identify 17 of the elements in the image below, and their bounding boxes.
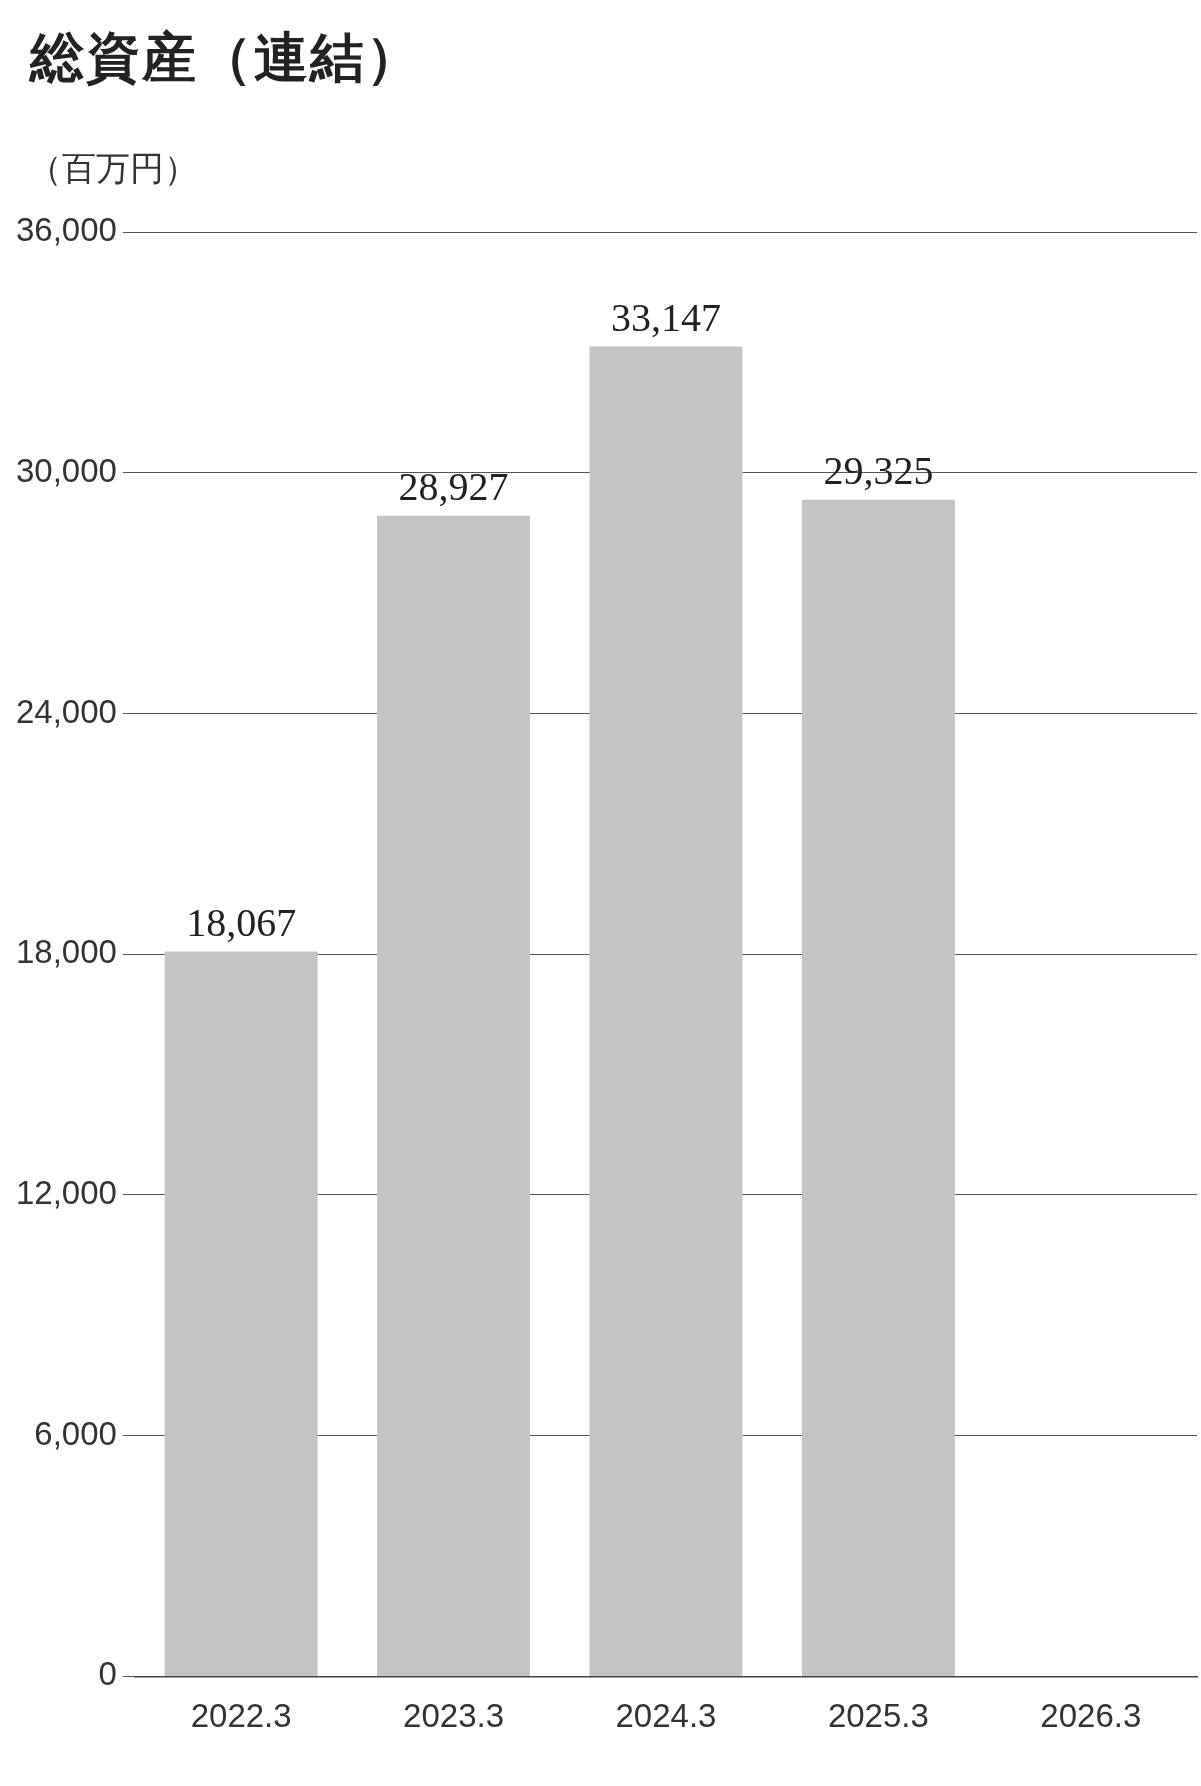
y-axis-title: （百万円） <box>28 149 198 189</box>
y-tick-label: 30,000 <box>16 451 117 489</box>
y-tick-label: 24,000 <box>16 692 117 730</box>
data-label: 28,927 <box>398 464 509 510</box>
x-tick-label: 2026.3 <box>1040 1697 1142 1735</box>
x-tick-label: 2023.3 <box>403 1697 505 1735</box>
x-tick-label: 2024.3 <box>615 1697 717 1735</box>
y-tick-label: 36,000 <box>16 211 117 249</box>
data-label: 33,147 <box>610 294 721 340</box>
x-tick-label: 2025.3 <box>827 1697 929 1735</box>
data-label: 18,067 <box>186 900 297 946</box>
chart-title: 総資産（連結） <box>30 27 422 90</box>
y-tick-label: 0 <box>98 1655 117 1693</box>
y-tick-label: 6,000 <box>34 1414 117 1452</box>
y-tick-label: 18,000 <box>16 933 117 971</box>
x-tick-label: 2022.3 <box>190 1697 292 1735</box>
y-tick-label: 12,000 <box>16 1174 117 1212</box>
